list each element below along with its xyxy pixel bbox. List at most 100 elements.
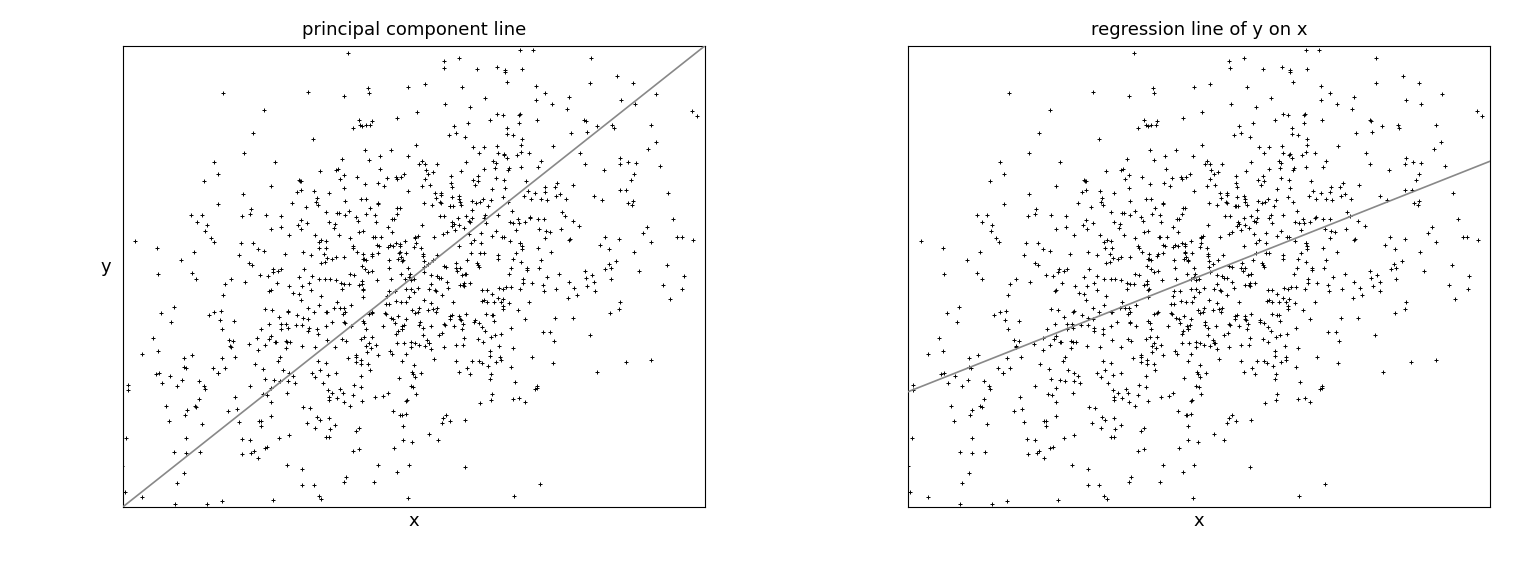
Point — [1181, 152, 1206, 161]
Point — [593, 232, 617, 241]
Point — [447, 314, 472, 324]
Point — [444, 225, 468, 234]
Point — [671, 271, 696, 281]
Point — [484, 173, 508, 182]
Point — [1359, 116, 1384, 126]
Point — [287, 175, 312, 184]
Point — [1218, 64, 1243, 73]
Point — [432, 229, 456, 238]
Point — [1140, 210, 1164, 219]
Point — [1238, 133, 1263, 142]
Point — [461, 142, 485, 151]
Point — [1129, 213, 1154, 222]
Point — [1226, 202, 1250, 211]
Point — [1130, 216, 1155, 225]
Point — [386, 326, 410, 335]
Point — [1223, 202, 1247, 211]
Point — [1253, 248, 1278, 257]
Point — [275, 461, 300, 470]
Point — [1286, 254, 1310, 263]
Point — [1166, 314, 1190, 324]
Point — [413, 79, 438, 89]
Point — [1241, 119, 1266, 128]
Point — [1206, 255, 1230, 264]
Point — [541, 359, 565, 368]
Point — [217, 407, 241, 416]
Point — [1286, 343, 1310, 353]
Point — [396, 152, 421, 161]
Point — [344, 427, 369, 436]
Point — [452, 280, 476, 289]
Point — [998, 363, 1023, 373]
Point — [1054, 320, 1078, 329]
Point — [1258, 94, 1283, 103]
Point — [492, 150, 516, 159]
Point — [198, 233, 223, 242]
Point — [498, 218, 522, 227]
Point — [389, 297, 413, 306]
Point — [1058, 249, 1083, 259]
Point — [55, 312, 80, 321]
Y-axis label: y: y — [101, 259, 112, 276]
Point — [395, 395, 419, 404]
Point — [931, 347, 955, 356]
Point — [1031, 334, 1055, 343]
Point — [309, 258, 333, 267]
Point — [424, 193, 449, 202]
Point — [1074, 215, 1098, 225]
Point — [273, 320, 298, 329]
Point — [1232, 312, 1256, 321]
Point — [524, 189, 548, 198]
Point — [475, 218, 499, 228]
Point — [991, 369, 1015, 378]
Point — [309, 495, 333, 504]
Point — [713, 191, 737, 200]
Point — [1134, 195, 1158, 204]
Point — [1299, 264, 1324, 273]
Point — [499, 206, 524, 215]
Point — [1329, 191, 1353, 200]
Point — [1263, 374, 1287, 384]
Point — [424, 307, 449, 316]
Point — [430, 328, 455, 338]
Point — [544, 313, 568, 322]
Point — [409, 369, 433, 378]
Point — [1258, 326, 1283, 335]
Point — [1292, 119, 1316, 128]
Point — [276, 377, 301, 386]
Point — [386, 210, 410, 219]
Point — [1117, 388, 1141, 397]
Point — [260, 305, 284, 314]
Point — [1290, 305, 1315, 314]
Point — [1224, 182, 1249, 191]
Point — [550, 208, 574, 217]
Point — [355, 84, 379, 93]
Point — [1134, 335, 1158, 344]
Point — [1236, 281, 1261, 290]
Point — [399, 285, 424, 294]
Point — [582, 191, 607, 200]
Point — [209, 354, 233, 363]
Point — [378, 346, 402, 355]
Point — [407, 317, 432, 326]
Point — [338, 402, 362, 411]
Point — [1329, 313, 1353, 322]
Point — [1319, 196, 1344, 205]
Point — [307, 237, 332, 247]
Point — [401, 382, 425, 392]
Point — [1054, 264, 1078, 274]
Point — [1358, 267, 1382, 276]
Point — [1160, 309, 1184, 318]
Point — [1369, 287, 1393, 296]
Point — [1075, 342, 1100, 351]
Point — [508, 109, 533, 119]
Point — [1130, 173, 1155, 182]
Point — [1269, 330, 1293, 339]
Point — [504, 225, 528, 234]
Point — [273, 343, 298, 353]
Point — [527, 263, 551, 272]
Point — [1109, 275, 1134, 284]
Point — [1350, 290, 1375, 300]
Point — [160, 317, 184, 327]
Point — [224, 508, 249, 517]
